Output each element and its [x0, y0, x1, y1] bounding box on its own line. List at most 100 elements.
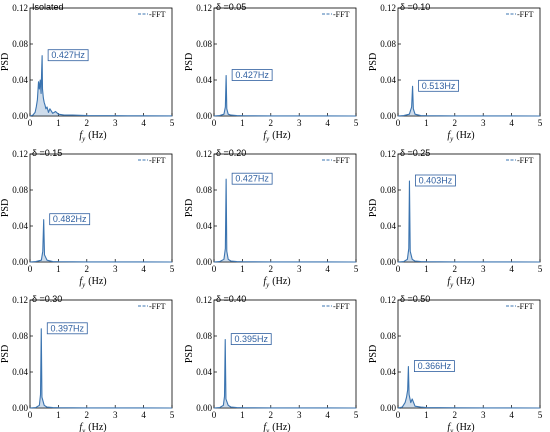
x-tick-label: 5	[170, 410, 175, 420]
x-axis-label: fy (Hz)	[79, 130, 106, 143]
y-tick-label: 0.00	[12, 403, 28, 413]
y-axis-label: PSD	[184, 199, 195, 217]
series-area	[398, 366, 540, 408]
series-line	[29, 55, 173, 117]
y-tick-label: 0.00	[12, 111, 28, 121]
x-tick-label: 0	[212, 410, 217, 420]
panel-label: δ =0.50	[400, 294, 430, 304]
x-tick-label: 2	[453, 410, 458, 420]
chart-panel-5: 0 1 2 3 4 5 0.00 0.04 0.08 0.12 PSD fy (Hz) δ =0.25 -F…	[368, 148, 543, 289]
y-tick-label: 0.04	[12, 221, 28, 231]
x-axis-label: fy (Hz)	[447, 130, 474, 143]
chart-panel-4: 0 1 2 3 4 5 0.00 0.04 0.08 0.12 PSD fy (Hz) δ =0.20 -F…	[184, 148, 359, 289]
x-tick-label: 4	[325, 118, 330, 128]
x-tick-label: 2	[85, 118, 90, 128]
plot-frame	[397, 153, 541, 263]
x-tick-label: 5	[538, 264, 543, 274]
x-tick-label: 5	[354, 410, 359, 420]
x-tick-label: 1	[424, 118, 429, 128]
x-tick-label: 0	[396, 410, 401, 420]
x-axis-label: fy (Hz)	[263, 422, 290, 432]
y-tick-label: 0.08	[380, 331, 396, 341]
series-area	[398, 86, 540, 116]
plot-frame	[29, 299, 173, 409]
peak-annotation: 0.366Hz	[418, 361, 452, 371]
series-line	[397, 85, 541, 117]
y-tick-label: 0.12	[380, 295, 396, 305]
y-tick-label: 0.04	[12, 75, 28, 85]
legend-label: -FFT	[517, 10, 534, 19]
y-tick-label: 0.04	[380, 367, 396, 377]
x-tick-label: 2	[453, 118, 458, 128]
x-tick-label: 5	[538, 410, 543, 420]
y-tick-label: 0.00	[380, 257, 396, 267]
legend-label: -FFT	[517, 302, 534, 311]
peak-annotation: 0.427Hz	[235, 174, 269, 184]
x-axis-label: fy (Hz)	[79, 276, 106, 289]
x-tick-label: 0	[396, 118, 401, 128]
panel-label: δ =0.40	[216, 294, 246, 304]
x-tick-label: 1	[240, 410, 245, 420]
x-tick-label: 3	[113, 118, 118, 128]
peak-annotation-box	[47, 49, 89, 62]
y-tick-label: 0.00	[196, 403, 212, 413]
series-area	[30, 328, 172, 408]
y-tick-label: 0.00	[196, 111, 212, 121]
x-tick-label: 1	[56, 264, 61, 274]
peak-annotation: 0.427Hz	[51, 50, 85, 60]
x-tick-label: 0	[396, 264, 401, 274]
x-tick-label: 2	[269, 118, 274, 128]
x-tick-label: 3	[297, 264, 302, 274]
x-tick-label: 4	[509, 410, 514, 420]
y-tick-label: 0.04	[12, 367, 28, 377]
series-line	[213, 74, 357, 117]
plot-frame	[29, 7, 173, 117]
y-axis-label: PSD	[0, 345, 11, 363]
peak-annotation: 0.397Hz	[51, 323, 85, 333]
legend-label: -FFT	[149, 10, 166, 19]
x-tick-label: 2	[269, 410, 274, 420]
y-tick-label: 0.08	[196, 331, 212, 341]
plot-frame	[29, 153, 173, 263]
x-tick-label: 1	[424, 264, 429, 274]
y-tick-label: 0.12	[12, 295, 28, 305]
x-tick-label: 2	[269, 264, 274, 274]
x-tick-label: 3	[481, 118, 486, 128]
y-tick-label: 0.04	[196, 75, 212, 85]
x-tick-label: 5	[170, 118, 175, 128]
peak-annotation: 0.427Hz	[235, 70, 269, 80]
series-line	[213, 178, 357, 263]
x-tick-label: 1	[56, 118, 61, 128]
x-tick-label: 5	[538, 118, 543, 128]
peak-annotation-box	[231, 69, 273, 81]
x-axis-label: fy (Hz)	[263, 276, 290, 289]
legend-label: -FFT	[149, 302, 166, 311]
x-tick-label: 4	[509, 264, 514, 274]
series-line	[29, 219, 173, 263]
y-tick-label: 0.08	[12, 185, 28, 195]
peak-annotation: 0.403Hz	[419, 176, 453, 186]
chart-panel-3: 0 1 2 3 4 5 0.00 0.04 0.08 0.12 PSD fy (Hz) δ =0.15 -F…	[0, 148, 175, 289]
x-tick-label: 3	[481, 410, 486, 420]
y-tick-label: 0.12	[380, 149, 396, 159]
x-tick-label: 5	[170, 264, 175, 274]
y-tick-label: 0.00	[12, 257, 28, 267]
series-line	[397, 180, 541, 263]
peak-annotation-box	[46, 322, 88, 335]
x-tick-label: 1	[424, 410, 429, 420]
y-tick-label: 0.12	[380, 3, 396, 13]
x-tick-label: 4	[141, 118, 146, 128]
x-tick-label: 2	[85, 264, 90, 274]
y-tick-label: 0.08	[12, 331, 28, 341]
y-axis-label: PSD	[0, 53, 11, 71]
x-tick-label: 4	[325, 264, 330, 274]
peak-annotation-box	[418, 79, 459, 92]
x-tick-label: 0	[28, 410, 33, 420]
x-tick-label: 1	[240, 264, 245, 274]
y-tick-label: 0.12	[196, 149, 212, 159]
x-tick-label: 3	[113, 264, 118, 274]
y-tick-label: 0.00	[380, 403, 396, 413]
y-axis-label: PSD	[184, 345, 195, 363]
peak-annotation: 0.513Hz	[422, 81, 456, 91]
